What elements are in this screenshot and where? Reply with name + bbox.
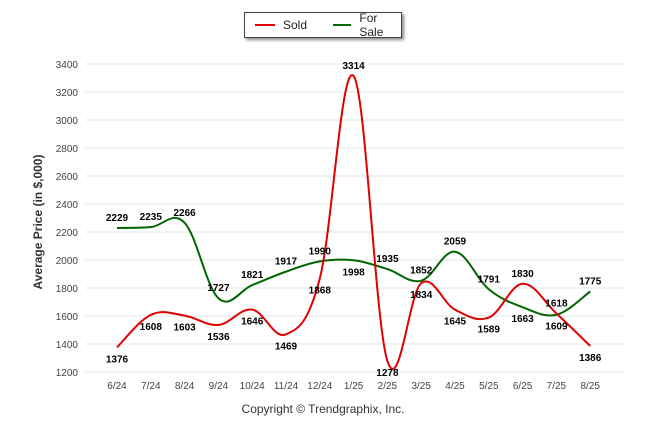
legend-item-sold[interactable]: Sold [255,18,307,32]
sold-swatch [255,24,275,26]
y-tick-label: 3000 [56,116,79,127]
x-axis: 6/24 7/24 8/24 9/24 10/24 11/24 12/24 1/25 2/25 3… [107,381,600,392]
data-label-sold: 1386 [579,353,602,364]
data-labels: 1376 1608 1603 1536 1646 1469 1868 3314 1278 1834… [106,61,602,379]
data-label-sold: 1645 [444,317,467,328]
copyright: Copyright © Trendgraphix, Inc. [241,402,405,416]
data-label-sold: 1834 [410,290,433,301]
data-label-sold: 1376 [106,354,129,365]
x-tick-label: 8/24 [175,381,195,392]
x-tick-label: 2/25 [378,381,398,392]
data-label-sold: 3314 [342,61,365,72]
for-sale-swatch [333,24,352,26]
data-label-for-sale: 1852 [410,266,433,277]
data-label-for-sale: 1998 [342,267,365,278]
x-tick-label: 6/24 [107,381,127,392]
y-tick-label: 2000 [56,256,79,267]
x-tick-label: 6/25 [513,381,533,392]
y-axis: 1200 1400 1600 1800 2000 2200 2400 2600 2800 3000… [56,60,79,379]
x-tick-label: 1/25 [344,381,364,392]
legend-item-for-sale[interactable]: For Sale [333,11,401,39]
legend-label-sold: Sold [283,18,308,32]
y-tick-label: 1200 [56,368,79,379]
y-tick-label: 1400 [56,340,79,351]
series-line-for-sale [116,216,591,317]
x-tick-label: 9/24 [209,381,229,392]
y-tick-label: 2600 [56,172,79,183]
legend: Sold For Sale [244,11,402,39]
data-label-sold: 1278 [376,368,399,379]
data-label-sold: 1603 [173,323,196,334]
data-label-for-sale: 1935 [376,254,399,265]
data-label-for-sale: 1917 [275,257,298,268]
y-tick-label: 1600 [56,312,79,323]
data-label-sold: 1469 [275,341,298,352]
y-tick-label: 2400 [56,200,79,211]
y-tick-label: 3400 [56,60,79,71]
series [116,74,591,370]
data-label-sold: 1868 [309,285,332,296]
data-label-for-sale: 1663 [511,314,534,325]
grid [85,63,625,373]
x-tick-label: 4/25 [445,381,465,392]
data-label-for-sale: 1727 [207,283,230,294]
data-label-for-sale: 2266 [173,208,196,219]
data-label-for-sale: 1775 [579,277,602,288]
data-label-sold: 1830 [511,269,534,280]
y-tick-label: 1800 [56,284,79,295]
data-label-sold: 1608 [140,322,163,333]
series-line-sold [116,74,591,370]
data-label-for-sale: 1821 [241,270,264,281]
y-tick-label: 2200 [56,228,79,239]
y-axis-label: Average Price (in $,000) [31,155,45,290]
x-tick-label: 7/24 [141,381,161,392]
x-tick-label: 11/24 [274,381,299,392]
legend-label-for-sale: For Sale [359,11,384,39]
data-label-for-sale: 2059 [444,237,467,248]
data-label-sold: 1646 [241,317,264,328]
x-tick-label: 10/24 [240,381,265,392]
x-tick-label: 5/25 [479,381,499,392]
data-label-for-sale: 2235 [140,212,163,223]
data-label-sold: 1536 [207,332,230,343]
data-label-sold: 1589 [478,325,501,336]
y-tick-label: 2800 [56,144,79,155]
x-tick-label: 12/24 [307,381,332,392]
y-tick-label: 3200 [56,88,79,99]
data-label-sold: 1618 [545,298,568,309]
data-label-for-sale: 2229 [106,213,129,224]
data-label-for-sale: 1791 [478,274,501,285]
x-tick-label: 8/25 [580,381,600,392]
data-label-for-sale: 1609 [545,322,568,333]
x-tick-label: 7/25 [547,381,567,392]
data-label-for-sale: 1990 [309,246,332,257]
x-tick-label: 3/25 [411,381,431,392]
